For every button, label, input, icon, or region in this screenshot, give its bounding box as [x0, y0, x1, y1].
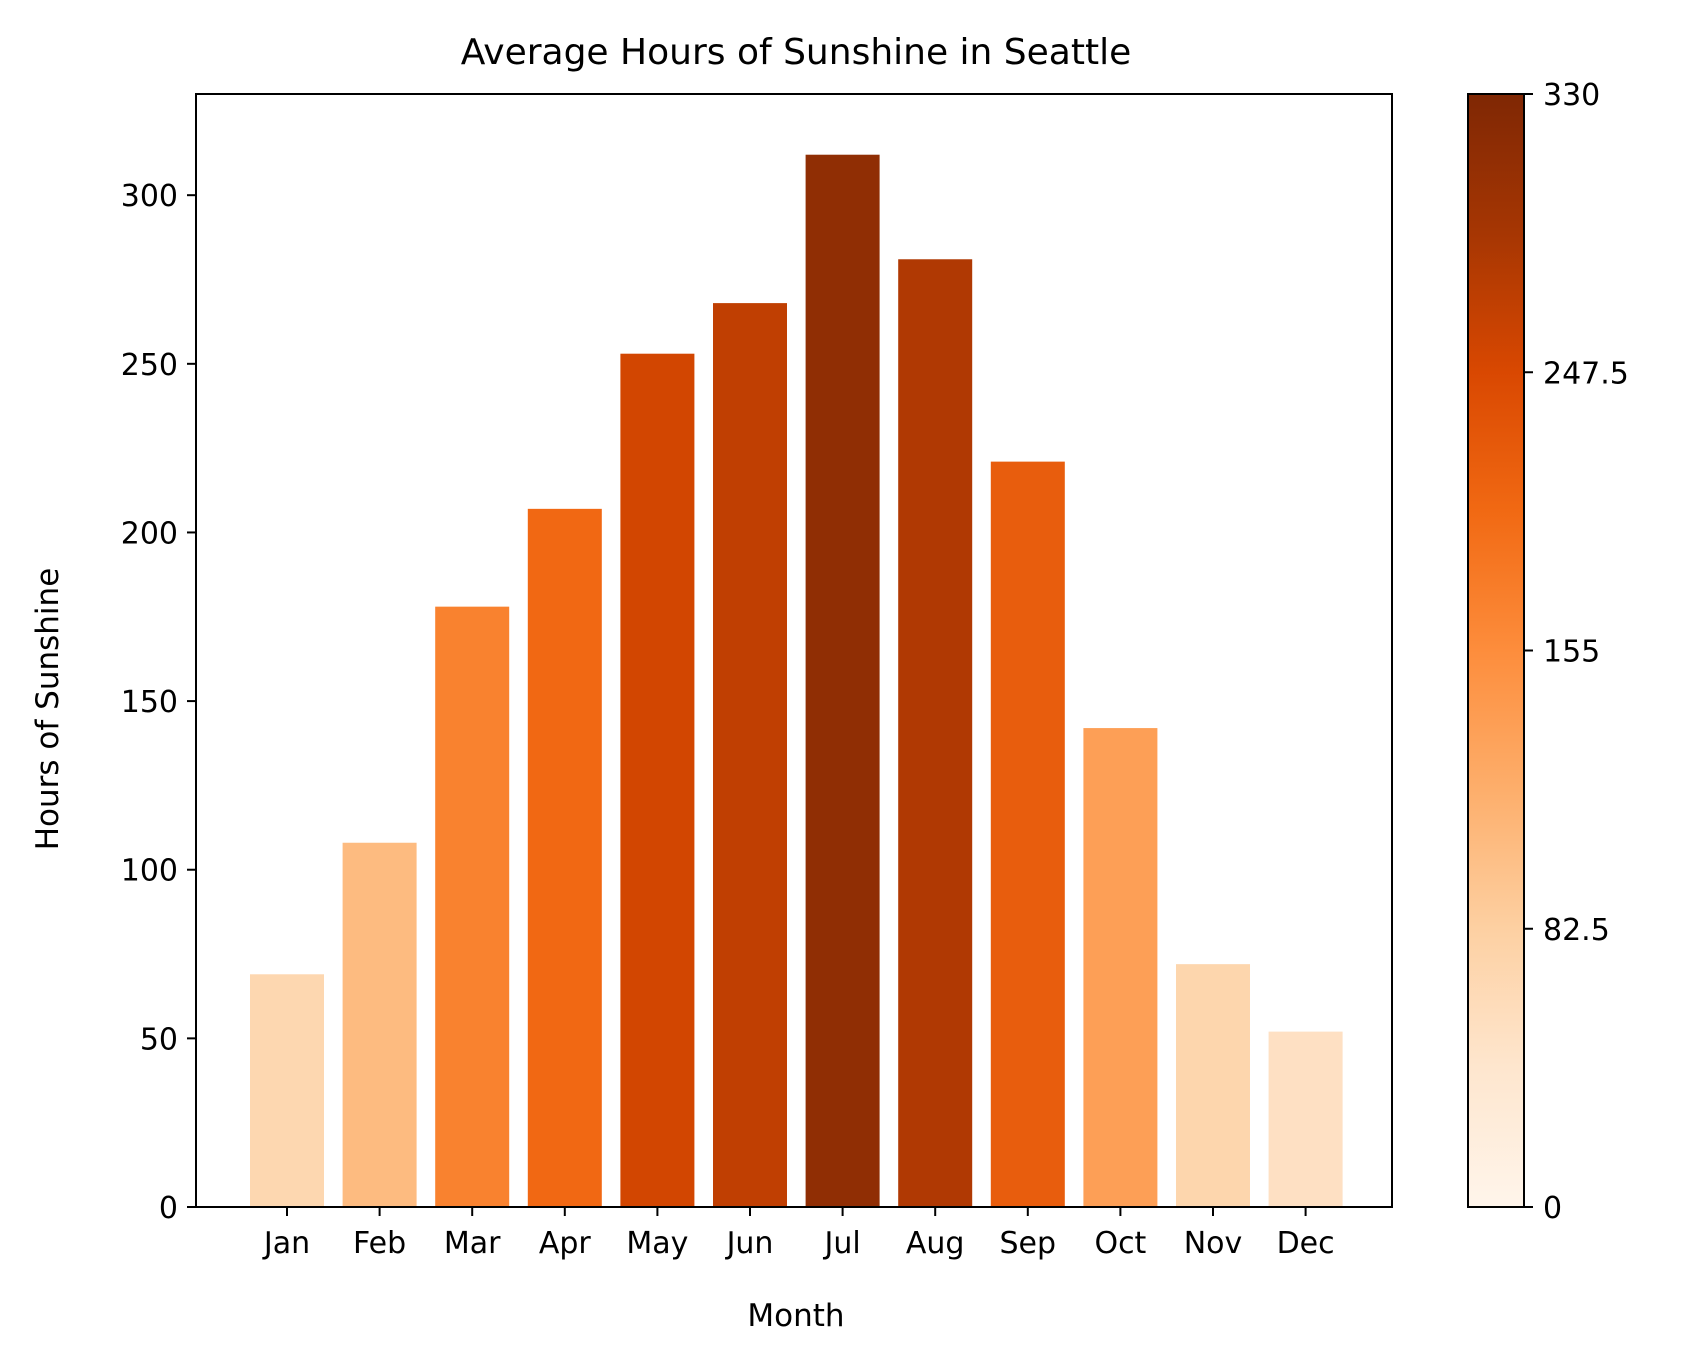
x-tick-label-nov: Nov	[1184, 1226, 1243, 1261]
y-tick-label: 300	[121, 179, 178, 214]
bar-aug	[898, 259, 973, 1207]
bar-sep	[990, 461, 1065, 1207]
x-axis-label: Month	[747, 1298, 844, 1334]
x-tick-label-apr: Apr	[539, 1226, 592, 1261]
colorbar-gradient	[1468, 94, 1524, 1207]
colorbar-tick-label: 330	[1543, 78, 1600, 113]
colorbar-tick-label: 247.5	[1543, 356, 1629, 391]
x-tick-label-aug: Aug	[906, 1226, 965, 1261]
x-tick-label-feb: Feb	[353, 1226, 406, 1261]
bars-layer	[250, 154, 1343, 1207]
x-tick-label-jun: Jun	[725, 1226, 774, 1261]
chart-title: Average Hours of Sunshine in Seattle	[461, 32, 1132, 73]
y-axis: 0 50 100 150 200 250 300	[121, 179, 196, 1226]
y-tick-label: 50	[140, 1022, 178, 1057]
colorbar-tick-label: 82.5	[1543, 913, 1610, 948]
x-tick-label-mar: Mar	[444, 1226, 501, 1261]
y-tick-label: 150	[121, 685, 178, 720]
x-tick-label-dec: Dec	[1277, 1226, 1335, 1261]
plot-area-frame	[195, 93, 1393, 1208]
bar-may	[620, 353, 695, 1207]
y-tick-label: 250	[121, 348, 178, 383]
x-tick-label-jan: Jan	[262, 1226, 310, 1261]
bar-oct	[1083, 728, 1158, 1207]
bar-jun	[713, 303, 787, 1207]
x-tick-label-may: May	[626, 1226, 688, 1261]
bar-jul	[805, 154, 880, 1207]
y-tick-label: 100	[121, 854, 178, 889]
bar-apr	[527, 508, 602, 1207]
y-tick-label: 200	[121, 516, 178, 551]
bar-jan	[250, 974, 324, 1207]
bar-feb	[342, 842, 417, 1207]
x-tick-label-jul: Jul	[822, 1226, 860, 1261]
y-tick-label: 0	[159, 1191, 178, 1226]
colorbar-ticks: 0 82.5 155 247.5 330	[1524, 78, 1629, 1226]
colorbar-tick-label: 0	[1543, 1191, 1562, 1226]
bar-dec	[1268, 1031, 1343, 1207]
colorbar: 0 82.5 155 247.5 330	[1467, 78, 1629, 1226]
x-tick-label-oct: Oct	[1094, 1226, 1146, 1261]
x-axis: Jan Feb Mar Apr May Jun Jul Aug Sep Oct Nov Dec	[262, 1207, 1335, 1261]
bar-mar	[435, 606, 510, 1207]
x-tick-label-sep: Sep	[1000, 1226, 1057, 1261]
bar-nov	[1176, 964, 1250, 1207]
y-axis-label: Hours of Sunshine	[30, 568, 66, 851]
colorbar-tick-label: 155	[1543, 635, 1600, 670]
